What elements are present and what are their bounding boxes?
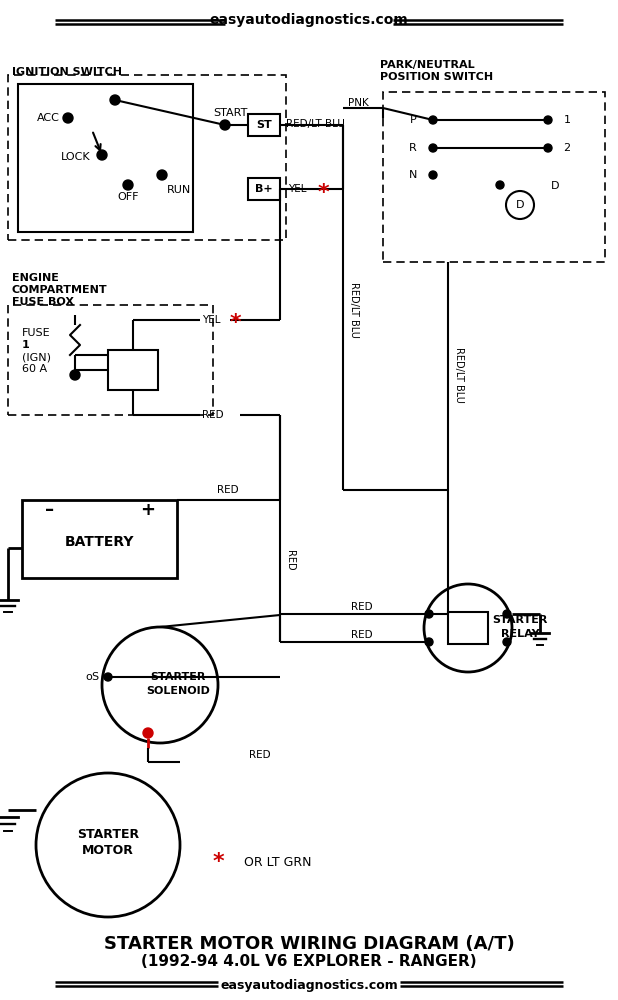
Circle shape (70, 370, 80, 380)
Circle shape (102, 627, 218, 743)
Circle shape (104, 673, 112, 681)
Text: POSITION SWITCH: POSITION SWITCH (380, 72, 493, 82)
Text: –: – (46, 501, 54, 519)
Circle shape (143, 728, 153, 738)
Bar (22, 500, 177, 578)
Text: D: D (516, 200, 524, 210)
Text: 1: 1 (22, 340, 30, 350)
Circle shape (496, 181, 504, 189)
Text: RED: RED (351, 630, 373, 640)
Text: ST: ST (256, 120, 272, 130)
Circle shape (544, 116, 552, 124)
Bar (18, 84, 193, 232)
Circle shape (429, 144, 437, 152)
Text: RED: RED (249, 750, 271, 760)
Circle shape (63, 113, 73, 123)
Text: OR LT GRN: OR LT GRN (244, 856, 311, 869)
Bar (383, 92, 605, 262)
Bar (108, 350, 158, 390)
Bar (8, 305, 213, 415)
Text: D: D (551, 181, 559, 191)
Text: *: * (318, 183, 329, 203)
Text: RED/LT BLU: RED/LT BLU (349, 282, 359, 338)
Text: LOCK: LOCK (61, 152, 90, 162)
Text: S: S (91, 672, 98, 682)
Text: FUSE: FUSE (22, 328, 51, 338)
Text: P: P (410, 115, 417, 125)
Text: IGNITION SWITCH: IGNITION SWITCH (12, 67, 122, 77)
Circle shape (424, 584, 512, 672)
Text: +: + (140, 501, 156, 519)
Text: RUN: RUN (167, 185, 191, 195)
Text: STARTER: STARTER (150, 672, 206, 682)
Circle shape (429, 116, 437, 124)
Text: STARTER: STARTER (493, 615, 548, 625)
Circle shape (157, 170, 167, 180)
Text: B+: B+ (255, 184, 273, 194)
Text: easyautodiagnostics.com: easyautodiagnostics.com (220, 980, 398, 992)
Text: START: START (213, 108, 247, 118)
Text: easyautodiagnostics.com: easyautodiagnostics.com (210, 13, 408, 27)
Text: STARTER MOTOR WIRING DIAGRAM (A/T): STARTER MOTOR WIRING DIAGRAM (A/T) (104, 935, 514, 953)
Text: YEL: YEL (202, 315, 221, 325)
Circle shape (36, 773, 180, 917)
Text: o: o (85, 672, 92, 682)
Circle shape (220, 120, 230, 130)
Bar (8, 75, 286, 240)
Text: RED: RED (217, 485, 239, 495)
Circle shape (123, 180, 133, 190)
Text: FUSE BOX: FUSE BOX (12, 297, 74, 307)
Text: R: R (409, 143, 417, 153)
Text: SOLENOID: SOLENOID (146, 686, 210, 696)
Text: MOTOR: MOTOR (82, 844, 134, 857)
Text: RED: RED (285, 550, 295, 570)
Text: RED: RED (351, 602, 373, 612)
Text: RED/LT BLU: RED/LT BLU (286, 119, 345, 129)
Bar (248, 114, 280, 136)
Text: RED/LT BLU: RED/LT BLU (454, 347, 464, 403)
Text: *: * (230, 313, 242, 333)
Text: YEL: YEL (288, 184, 307, 194)
Text: (IGN): (IGN) (22, 352, 51, 362)
Text: RELAY: RELAY (501, 629, 540, 639)
Text: COMPARTMENT: COMPARTMENT (12, 285, 108, 295)
Text: ACC: ACC (37, 113, 60, 123)
Text: STARTER: STARTER (77, 828, 139, 842)
Text: 1: 1 (564, 115, 570, 125)
Text: 2: 2 (564, 143, 570, 153)
Circle shape (503, 638, 511, 646)
Text: BATTERY: BATTERY (64, 535, 133, 549)
Text: ENGINE: ENGINE (12, 273, 59, 283)
Text: OFF: OFF (117, 192, 139, 202)
Circle shape (503, 610, 511, 618)
Bar (448, 612, 488, 644)
Text: PARK/NEUTRAL: PARK/NEUTRAL (380, 60, 475, 70)
Circle shape (97, 150, 107, 160)
Circle shape (429, 171, 437, 179)
Bar (248, 178, 280, 200)
Circle shape (110, 95, 120, 105)
Text: *: * (212, 852, 224, 872)
Circle shape (425, 610, 433, 618)
Text: RED: RED (202, 410, 224, 420)
Text: 60 A: 60 A (22, 364, 47, 374)
Text: (1992-94 4.0L V6 EXPLORER - RANGER): (1992-94 4.0L V6 EXPLORER - RANGER) (141, 954, 477, 970)
Circle shape (544, 144, 552, 152)
Circle shape (425, 638, 433, 646)
Text: N: N (409, 170, 417, 180)
Text: PNK: PNK (348, 98, 369, 108)
